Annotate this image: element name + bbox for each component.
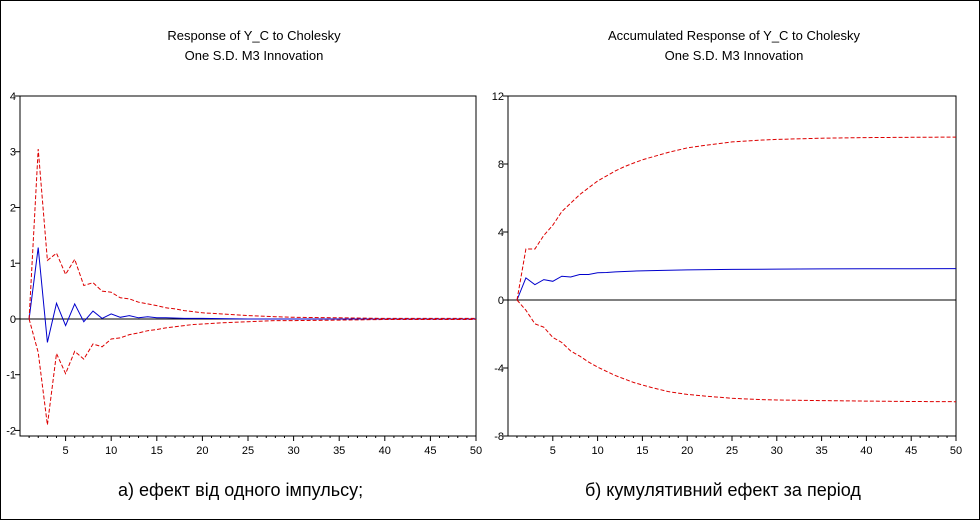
x-tick-label: 30	[287, 445, 299, 457]
y-tick-label: 12	[492, 91, 504, 103]
y-tick-label: 4	[498, 227, 504, 239]
x-tick-label: 5	[63, 445, 69, 457]
y-tick-label: 0	[10, 314, 16, 326]
y-tick-label: 8	[498, 159, 504, 171]
chart-title-line-1: Response of Y_C to Cholesky	[167, 28, 341, 43]
response-chart: Response of Y_C to Cholesky One S.D. M3 …	[6, 28, 482, 457]
chart-title-line-2: One S.D. M3 Innovation	[665, 48, 804, 63]
lower-band-line	[28, 318, 476, 425]
plot-area	[19, 95, 477, 437]
x-tick-label: 50	[950, 445, 962, 457]
y-tick-label: 1	[10, 258, 16, 270]
x-tick-label: 10	[591, 445, 603, 457]
upper-band-line	[28, 148, 476, 320]
x-tick-label: 15	[636, 445, 648, 457]
caption-left: а) ефект від одного імпульсу;	[118, 480, 364, 500]
y-tick-label: 3	[10, 147, 16, 159]
x-tick-label: 30	[771, 445, 783, 457]
x-tick-label: 20	[681, 445, 693, 457]
x-tick-label: 35	[815, 445, 827, 457]
chart-title-line-1: Accumulated Response of Y_C to Cholesky	[608, 28, 860, 43]
x-tick-label: 10	[105, 445, 117, 457]
x-tick-label: 35	[333, 445, 345, 457]
y-tick-label: 4	[10, 91, 16, 103]
accumulated-response-chart: Accumulated Response of Y_C to Cholesky …	[492, 28, 962, 457]
x-tick-label: 45	[905, 445, 917, 457]
upper-band-line	[516, 136, 957, 301]
x-tick-label: 40	[379, 445, 391, 457]
x-tick-label: 25	[726, 445, 738, 457]
x-tick-label: 25	[242, 445, 254, 457]
response-line	[28, 247, 476, 343]
y-tick-label: -2	[6, 425, 16, 437]
plot-area	[507, 95, 957, 437]
x-tick-label: 15	[151, 445, 163, 457]
y-tick-label: 0	[498, 295, 504, 307]
response-line	[516, 268, 957, 301]
y-tick-label: 2	[10, 202, 16, 214]
x-tick-label: 5	[550, 445, 556, 457]
y-tick-label: -8	[494, 431, 504, 443]
y-tick-label: -4	[494, 363, 504, 375]
chart-title-line-2: One S.D. M3 Innovation	[185, 48, 324, 63]
y-tick-label: -1	[6, 370, 16, 382]
lower-band-line	[516, 299, 957, 403]
x-tick-label: 50	[470, 445, 482, 457]
x-tick-label: 45	[424, 445, 436, 457]
x-tick-label: 40	[860, 445, 872, 457]
caption-right: б) кумулятивний ефект за період	[585, 480, 861, 500]
x-tick-label: 20	[196, 445, 208, 457]
